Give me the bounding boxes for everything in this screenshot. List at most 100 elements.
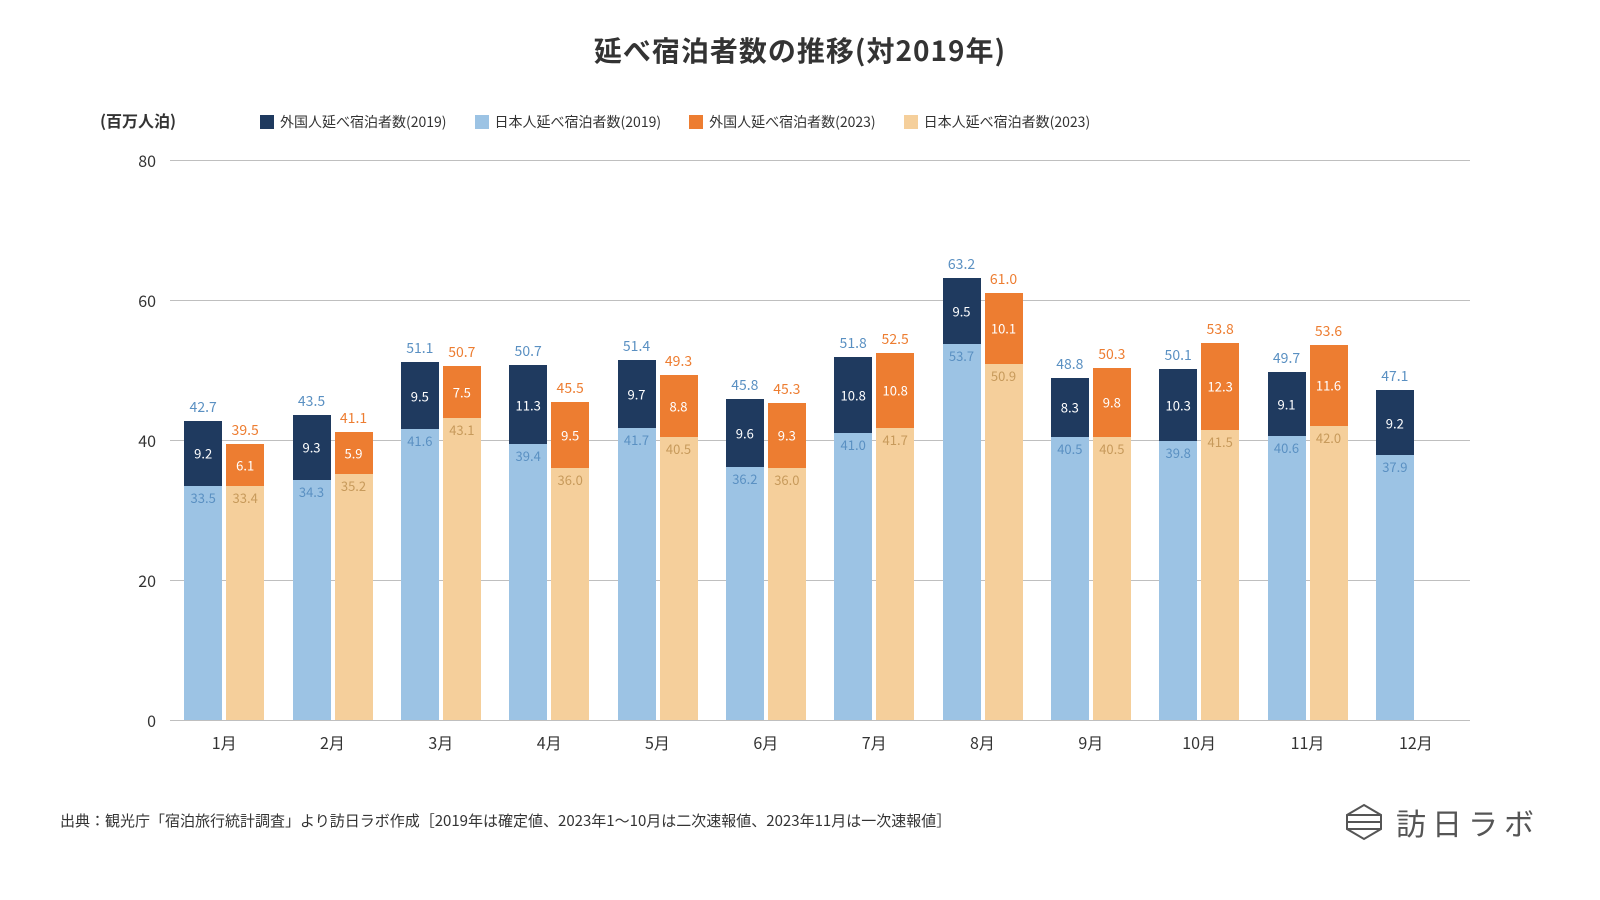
- bar-value-label: 9.3: [302, 438, 320, 457]
- legend-swatch: [904, 115, 918, 129]
- bar-segment-top: 9.5: [401, 362, 439, 429]
- bar-2023: 41.512.353.8: [1201, 343, 1239, 720]
- bar-value-label: 12.3: [1208, 377, 1233, 396]
- bar-segment-bottom: 40.5: [660, 437, 698, 721]
- bar-segment-bottom: 35.2: [335, 474, 373, 720]
- legend: 外国人延べ宿泊者数(2019) 日本人延べ宿泊者数(2019) 外国人延べ宿泊者…: [260, 112, 1090, 132]
- bar-value-label: 9.5: [952, 301, 970, 320]
- y-tick-label: 20: [138, 568, 170, 592]
- bar-value-label: 40.6: [1274, 438, 1299, 457]
- bar-value-label: 36.2: [732, 469, 757, 488]
- bar-2023: 50.910.161.0: [985, 293, 1023, 720]
- bar-value-label: 9.5: [561, 425, 579, 444]
- bar-2023: 33.46.139.5: [226, 444, 264, 721]
- bar-2023: 40.58.849.3: [660, 375, 698, 720]
- x-tick-label: 8月: [970, 720, 995, 754]
- bar-value-label: 9.3: [778, 426, 796, 445]
- x-tick-label: 7月: [862, 720, 887, 754]
- bar-segment-bottom: 40.6: [1268, 436, 1306, 720]
- bar-value-label: 8.8: [669, 396, 687, 415]
- bar-total-label: 51.8: [840, 333, 867, 353]
- bar-segment-top: 9.5: [943, 278, 981, 345]
- x-tick-label: 5月: [645, 720, 670, 754]
- bar-segment-bottom: 41.6: [401, 429, 439, 720]
- x-tick-label: 3月: [428, 720, 453, 754]
- bar-2023: 43.17.550.7: [443, 366, 481, 720]
- logo-icon: [1344, 802, 1384, 842]
- bar-total-label: 45.3: [773, 379, 800, 399]
- bar-value-label: 10.1: [991, 319, 1016, 338]
- bar-total-label: 50.1: [1165, 345, 1192, 365]
- bar-segment-top: 11.6: [1310, 345, 1348, 426]
- bar-total-label: 63.2: [948, 254, 975, 274]
- bar-segment-bottom: 33.5: [184, 486, 222, 721]
- chart-title: 延べ宿泊者数の推移(対2019年): [0, 0, 1600, 70]
- bar-segment-top: 6.1: [226, 444, 264, 487]
- bar-total-label: 45.8: [731, 375, 758, 395]
- bar-total-label: 61.0: [990, 269, 1017, 289]
- bar-segment-top: 9.6: [726, 399, 764, 466]
- bar-value-label: 35.2: [341, 476, 366, 495]
- y-tick-label: 40: [138, 428, 170, 452]
- x-tick-label: 6月: [753, 720, 778, 754]
- bar-total-label: 50.3: [1098, 344, 1125, 364]
- bar-total-label: 51.4: [623, 336, 650, 356]
- bar-value-label: 41.5: [1208, 432, 1233, 451]
- bar-value-label: 9.2: [194, 444, 212, 463]
- chart-plot-area: 0204060801月33.59.242.733.46.139.52月34.39…: [170, 160, 1470, 720]
- bar-total-label: 49.7: [1273, 348, 1300, 368]
- y-tick-label: 0: [147, 708, 170, 732]
- bar-2019: 34.39.343.5: [293, 415, 331, 720]
- bar-value-label: 34.3: [299, 482, 324, 501]
- bar-segment-bottom: 39.8: [1159, 441, 1197, 720]
- bar-segment-bottom: 40.5: [1093, 437, 1131, 721]
- bar-segment-top: 9.8: [1093, 368, 1131, 437]
- bar-2019: 41.69.551.1: [401, 362, 439, 720]
- bar-total-label: 39.5: [232, 420, 259, 440]
- legend-item: 外国人延べ宿泊者数(2023): [689, 112, 876, 132]
- bar-2019: 41.79.751.4: [618, 360, 656, 720]
- source-footer: 出典：観光庁「宿泊旅行統計調査」より訪日ラボ作成［2019年は確定値、2023年…: [60, 810, 951, 831]
- bar-2023: 36.09.545.5: [551, 402, 589, 721]
- bar-value-label: 9.5: [411, 386, 429, 405]
- bar-total-label: 50.7: [448, 342, 475, 362]
- bar-value-label: 36.0: [558, 470, 583, 489]
- bar-segment-top: 9.2: [1376, 390, 1414, 454]
- bar-segment-top: 5.9: [335, 432, 373, 473]
- bar-value-label: 9.2: [1386, 413, 1404, 432]
- bar-segment-bottom: 53.7: [943, 344, 981, 720]
- bar-value-label: 43.1: [449, 420, 474, 439]
- bar-2023: 42.011.653.6: [1310, 345, 1348, 720]
- bar-2023: 40.59.850.3: [1093, 368, 1131, 720]
- bar-value-label: 6.1: [236, 455, 254, 474]
- bar-value-label: 37.9: [1382, 457, 1407, 476]
- bar-segment-bottom: 43.1: [443, 418, 481, 720]
- bar-value-label: 40.5: [1057, 439, 1082, 458]
- legend-item: 外国人延べ宿泊者数(2019): [260, 112, 447, 132]
- legend-label: 日本人延べ宿泊者数(2023): [924, 112, 1091, 132]
- bar-value-label: 41.7: [883, 430, 908, 449]
- x-tick-label: 9月: [1078, 720, 1103, 754]
- legend-label: 外国人延べ宿泊者数(2023): [709, 112, 876, 132]
- bar-2019: 39.411.350.7: [509, 365, 547, 720]
- bar-segment-top: 9.7: [618, 360, 656, 428]
- x-tick-label: 12月: [1399, 720, 1433, 754]
- bar-2019: 36.29.645.8: [726, 399, 764, 720]
- bar-segment-bottom: 39.4: [509, 444, 547, 720]
- bar-segment-top: 8.3: [1051, 378, 1089, 436]
- bar-total-label: 49.3: [665, 351, 692, 371]
- bar-value-label: 10.8: [883, 381, 908, 400]
- bar-2019: 41.010.851.8: [834, 357, 872, 720]
- bar-value-label: 33.5: [191, 488, 216, 507]
- bar-total-label: 52.5: [882, 329, 909, 349]
- bar-segment-bottom: 50.9: [985, 364, 1023, 720]
- y-axis-unit: (百万人泊): [100, 108, 176, 132]
- legend-item: 日本人延べ宿泊者数(2023): [904, 112, 1091, 132]
- bar-segment-bottom: 37.9: [1376, 455, 1414, 720]
- bar-value-label: 53.7: [949, 346, 974, 365]
- legend-swatch: [260, 115, 274, 129]
- bar-2019: 39.810.350.1: [1159, 369, 1197, 720]
- bar-value-label: 5.9: [344, 443, 362, 462]
- bar-value-label: 36.0: [774, 470, 799, 489]
- bar-segment-bottom: 36.0: [551, 468, 589, 720]
